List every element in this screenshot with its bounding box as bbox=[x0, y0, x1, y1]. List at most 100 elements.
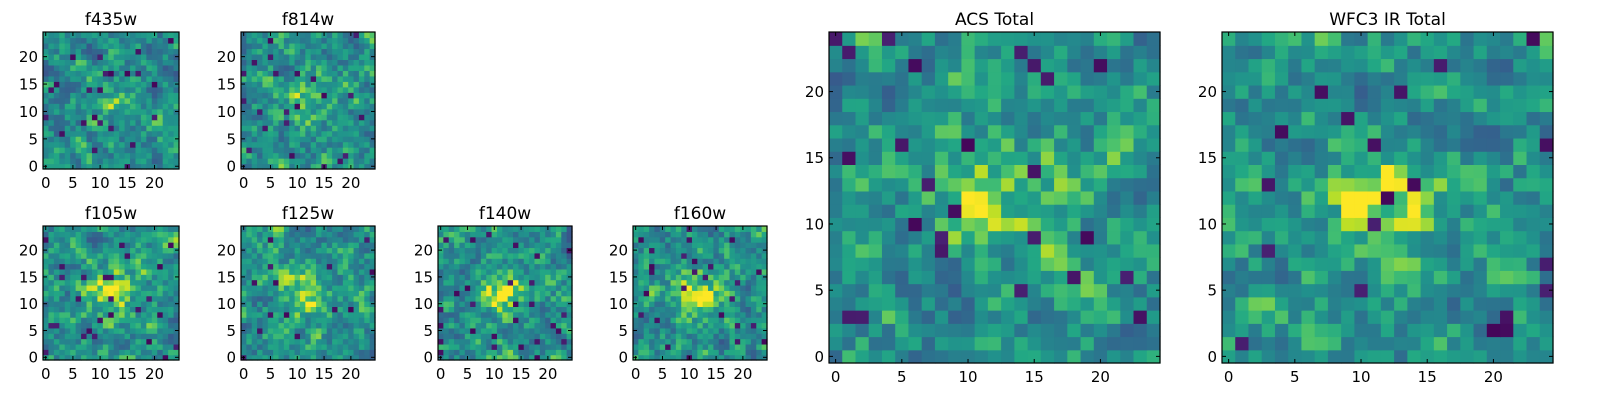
heatmap-cell bbox=[59, 158, 66, 165]
heatmap-cell bbox=[649, 268, 656, 275]
heatmap-cell bbox=[1001, 164, 1015, 179]
heatmap-cell bbox=[241, 258, 247, 265]
heatmap-cell bbox=[1314, 177, 1329, 192]
heatmap-cell bbox=[262, 268, 269, 275]
heatmap-cell bbox=[262, 42, 269, 50]
heatmap-cell bbox=[102, 306, 109, 313]
heatmap-cell bbox=[108, 53, 115, 60]
heatmap-cell bbox=[550, 327, 557, 334]
heatmap-cell bbox=[724, 263, 731, 270]
heatmap-cell bbox=[48, 86, 55, 93]
heatmap-cell bbox=[91, 317, 98, 324]
heatmap-cell bbox=[267, 279, 274, 286]
heatmap-cell bbox=[1394, 283, 1408, 298]
heatmap-cell bbox=[75, 37, 82, 44]
heatmap-cell bbox=[113, 125, 120, 132]
heatmap-cell bbox=[761, 333, 768, 340]
heatmap-cell bbox=[364, 322, 371, 329]
heatmap-cell bbox=[289, 301, 296, 307]
heatmap-cell bbox=[670, 263, 677, 270]
heatmap-cell bbox=[108, 317, 115, 324]
heatmap-cell bbox=[486, 317, 493, 324]
heatmap-cell bbox=[459, 322, 466, 329]
heatmap-cell bbox=[70, 247, 77, 254]
heatmap-cell bbox=[108, 81, 115, 88]
heatmap-cell bbox=[974, 45, 989, 60]
heatmap-cell bbox=[649, 311, 656, 318]
heatmap-cell bbox=[146, 311, 153, 318]
heatmap-cell bbox=[299, 263, 306, 270]
heatmap-cell bbox=[1539, 296, 1554, 311]
heatmap-cell bbox=[633, 279, 639, 286]
heatmap-cell bbox=[48, 97, 55, 104]
heatmap-cell bbox=[157, 103, 164, 110]
heatmap-cell bbox=[1460, 204, 1475, 218]
heatmap-cell bbox=[289, 274, 296, 281]
heatmap-cell bbox=[342, 81, 349, 88]
heatmap-cell bbox=[1146, 111, 1161, 126]
heatmap-cell bbox=[1460, 164, 1475, 179]
heatmap-cell bbox=[713, 252, 720, 259]
heatmap-cell bbox=[724, 306, 731, 313]
heatmap-cell bbox=[130, 306, 137, 313]
heatmap-cell bbox=[135, 152, 142, 159]
heatmap-cell bbox=[1080, 243, 1095, 258]
heatmap-cell bbox=[545, 311, 552, 318]
heatmap-cell bbox=[745, 290, 752, 297]
heatmap-cell bbox=[140, 252, 147, 259]
heatmap-cell bbox=[1040, 349, 1055, 364]
heatmap-cell bbox=[81, 268, 88, 275]
heatmap-cell bbox=[464, 349, 471, 356]
heatmap-cell bbox=[289, 252, 296, 259]
heatmap-cell bbox=[934, 310, 949, 324]
heatmap-cell bbox=[251, 226, 258, 232]
heatmap-cell bbox=[643, 322, 650, 329]
heatmap-cell bbox=[119, 349, 126, 356]
heatmap-cell bbox=[113, 152, 120, 159]
heatmap-cell bbox=[654, 306, 661, 313]
heatmap-cell bbox=[948, 349, 962, 364]
heatmap-cell bbox=[140, 42, 147, 50]
heatmap-cell bbox=[140, 242, 147, 249]
heatmap-cell bbox=[513, 268, 519, 275]
heatmap-cell bbox=[364, 86, 371, 93]
heatmap-cell bbox=[59, 86, 66, 93]
heatmap-cell bbox=[697, 274, 704, 281]
heatmap-cell bbox=[278, 48, 285, 55]
heatmap-cell bbox=[278, 147, 285, 154]
heatmap-cell bbox=[633, 317, 639, 324]
heatmap-cell bbox=[283, 86, 290, 93]
heatmap-cell bbox=[157, 226, 164, 232]
heatmap-cell bbox=[97, 306, 104, 313]
heatmap-cell bbox=[895, 204, 910, 218]
heatmap-cell bbox=[961, 204, 976, 218]
heatmap-cell bbox=[438, 322, 444, 329]
heatmap-cell bbox=[173, 252, 180, 259]
heatmap-cell bbox=[643, 333, 650, 340]
heatmap-cell bbox=[1526, 217, 1541, 232]
heatmap-cell bbox=[332, 354, 339, 361]
heatmap-cell bbox=[257, 295, 264, 302]
heatmap-cell bbox=[1288, 336, 1303, 351]
heatmap-cell bbox=[1014, 257, 1029, 271]
heatmap-cell bbox=[529, 252, 536, 259]
heatmap-cell bbox=[364, 284, 371, 291]
heatmap-cell bbox=[364, 75, 371, 82]
heatmap-cell bbox=[157, 290, 164, 297]
y-tick-label: 15 bbox=[19, 268, 38, 286]
heatmap-cell bbox=[518, 268, 525, 275]
heatmap-cell bbox=[364, 108, 371, 115]
heatmap-cell bbox=[251, 268, 258, 275]
heatmap-cell bbox=[310, 48, 317, 55]
heatmap-cell bbox=[491, 242, 498, 249]
heatmap-cell bbox=[518, 295, 525, 302]
heatmap-cell bbox=[337, 354, 344, 361]
heatmap-cell bbox=[507, 284, 514, 291]
heatmap-cell bbox=[119, 163, 126, 170]
heatmap-cell bbox=[761, 236, 768, 243]
heatmap-cell bbox=[750, 343, 757, 350]
heatmap-cell bbox=[1500, 164, 1514, 179]
heatmap-cell bbox=[961, 217, 976, 232]
heatmap-cell bbox=[342, 279, 349, 286]
heatmap-cell bbox=[633, 252, 639, 259]
